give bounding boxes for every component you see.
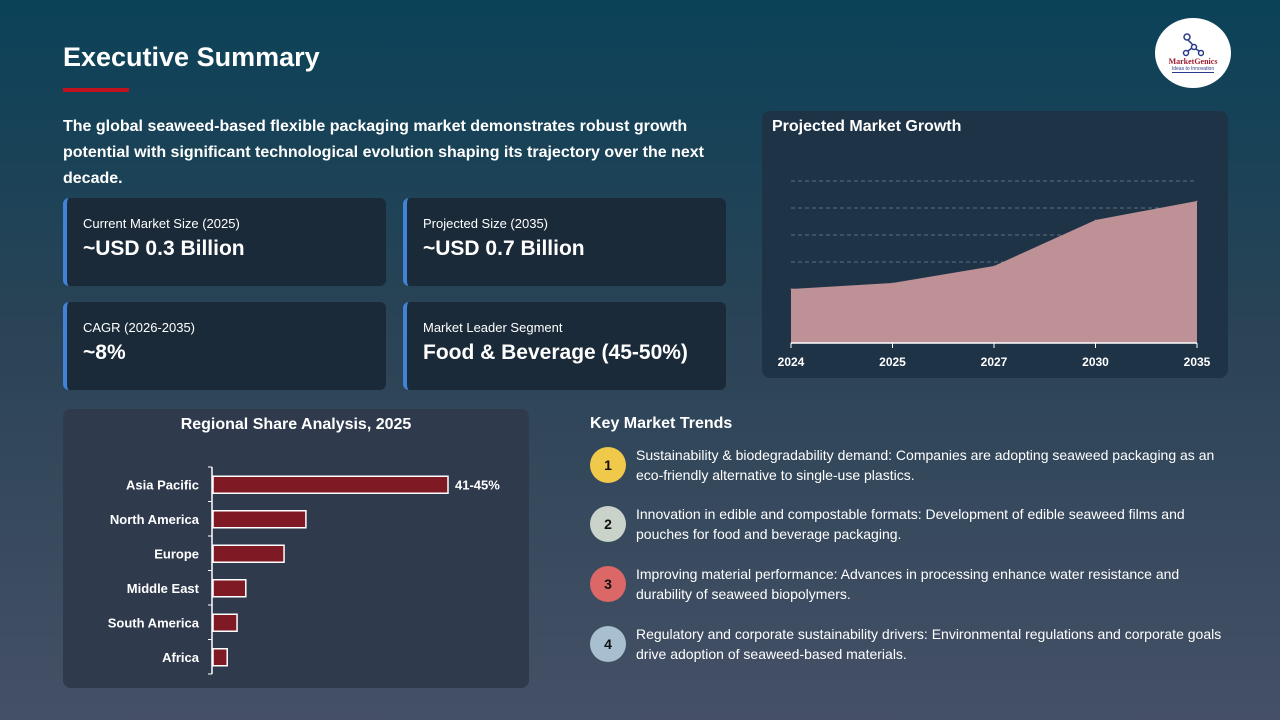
regional-chart-title: Regional Share Analysis, 2025 [180,416,412,433]
kpi-value: Food & Beverage (45-50%) [423,341,688,364]
trend-item: 4 Regulatory and corporate sustainability… [590,624,1230,664]
trend-number-badge: 3 [590,566,626,602]
category-label: Europe [154,546,199,561]
kpi-label: Current Market Size (2025) [83,216,240,231]
trend-text: Improving material performance: Advances… [636,566,1180,602]
trend-text: Innovation in edible and compostable for… [636,506,1185,542]
trend-item: 1 Sustainability & biodegradability deman… [590,445,1230,485]
logo: MarketGenics Ideas to Innovation [1155,18,1231,88]
category-label: Africa [162,650,200,665]
data-label: 41-45% [455,477,500,492]
growth-chart-title: Projected Market Growth [772,118,962,135]
bar [212,648,228,667]
trend-number-badge: 2 [590,506,626,542]
category-label: North America [110,512,200,527]
bar [212,544,285,563]
kpi-label: Projected Size (2035) [423,216,549,231]
title-underline [63,88,129,92]
category-label: Asia Pacific [126,477,199,492]
kpi-cagr: CAGR (2026-2035) ~8% [63,302,386,390]
growth-chart: 2024 2025 2027 2030 2035 [778,180,1211,369]
regional-chart: Asia Pacific 41-45% North America Europe Mid… [108,466,500,675]
molecule-icon [1182,33,1204,57]
trend-number-badge: 1 [590,447,626,483]
kpi-label: Market Leader Segment [423,320,563,335]
data-point [1095,219,1096,221]
data-point [1196,200,1198,202]
data-point [993,265,995,267]
bar [212,475,449,494]
data-point [790,288,792,290]
x-tick-label: 2035 [1184,355,1211,369]
logo-tagline: Ideas to Innovation [1171,66,1215,73]
regional-chart-panel: Regional Share Analysis, 2025 Asia Pacif… [63,409,529,688]
kpi-current-size: Current Market Size (2025) ~USD 0.3 Billi… [63,198,386,286]
logo-name: MarketGenics [1168,57,1218,66]
kpi-label: CAGR (2026-2035) [83,320,195,335]
bar [212,579,247,598]
kpi-value: ~USD 0.7 Billion [423,237,585,260]
intro-text: The global seaweed-based flexible packag… [63,118,704,187]
trends-title: Key Market Trends [590,415,733,432]
area-series [791,201,1197,343]
kpi-leader-segment: Market Leader Segment Food & Beverage (45… [403,302,726,390]
trend-item: 3 Improving material performance: Advance… [590,564,1230,604]
kpi-value: ~8% [83,341,126,364]
trend-text: Sustainability & biodegradability demand… [636,447,1215,483]
category-label: Middle East [127,581,200,596]
x-tick-label: 2025 [879,355,906,369]
data-point [892,282,893,284]
growth-chart-panel: Projected Market Growth 2024 2025 2027 2030… [762,111,1228,378]
x-tick-label: 2030 [1082,355,1109,369]
page-title: Executive Summary [63,42,320,72]
x-tick-label: 2027 [981,355,1008,369]
kpi-projected-size: Projected Size (2035) ~USD 0.7 Billion [403,198,726,286]
trend-number-badge: 4 [590,626,626,662]
kpi-value: ~USD 0.3 Billion [83,237,245,260]
trend-item: 2 Innovation in edible and compostable fo… [590,504,1230,544]
category-label: South America [108,615,200,630]
bar [212,510,307,529]
x-tick-label: 2024 [778,355,805,369]
trend-text: Regulatory and corporate sustainability … [636,626,1222,662]
bar [212,613,238,632]
